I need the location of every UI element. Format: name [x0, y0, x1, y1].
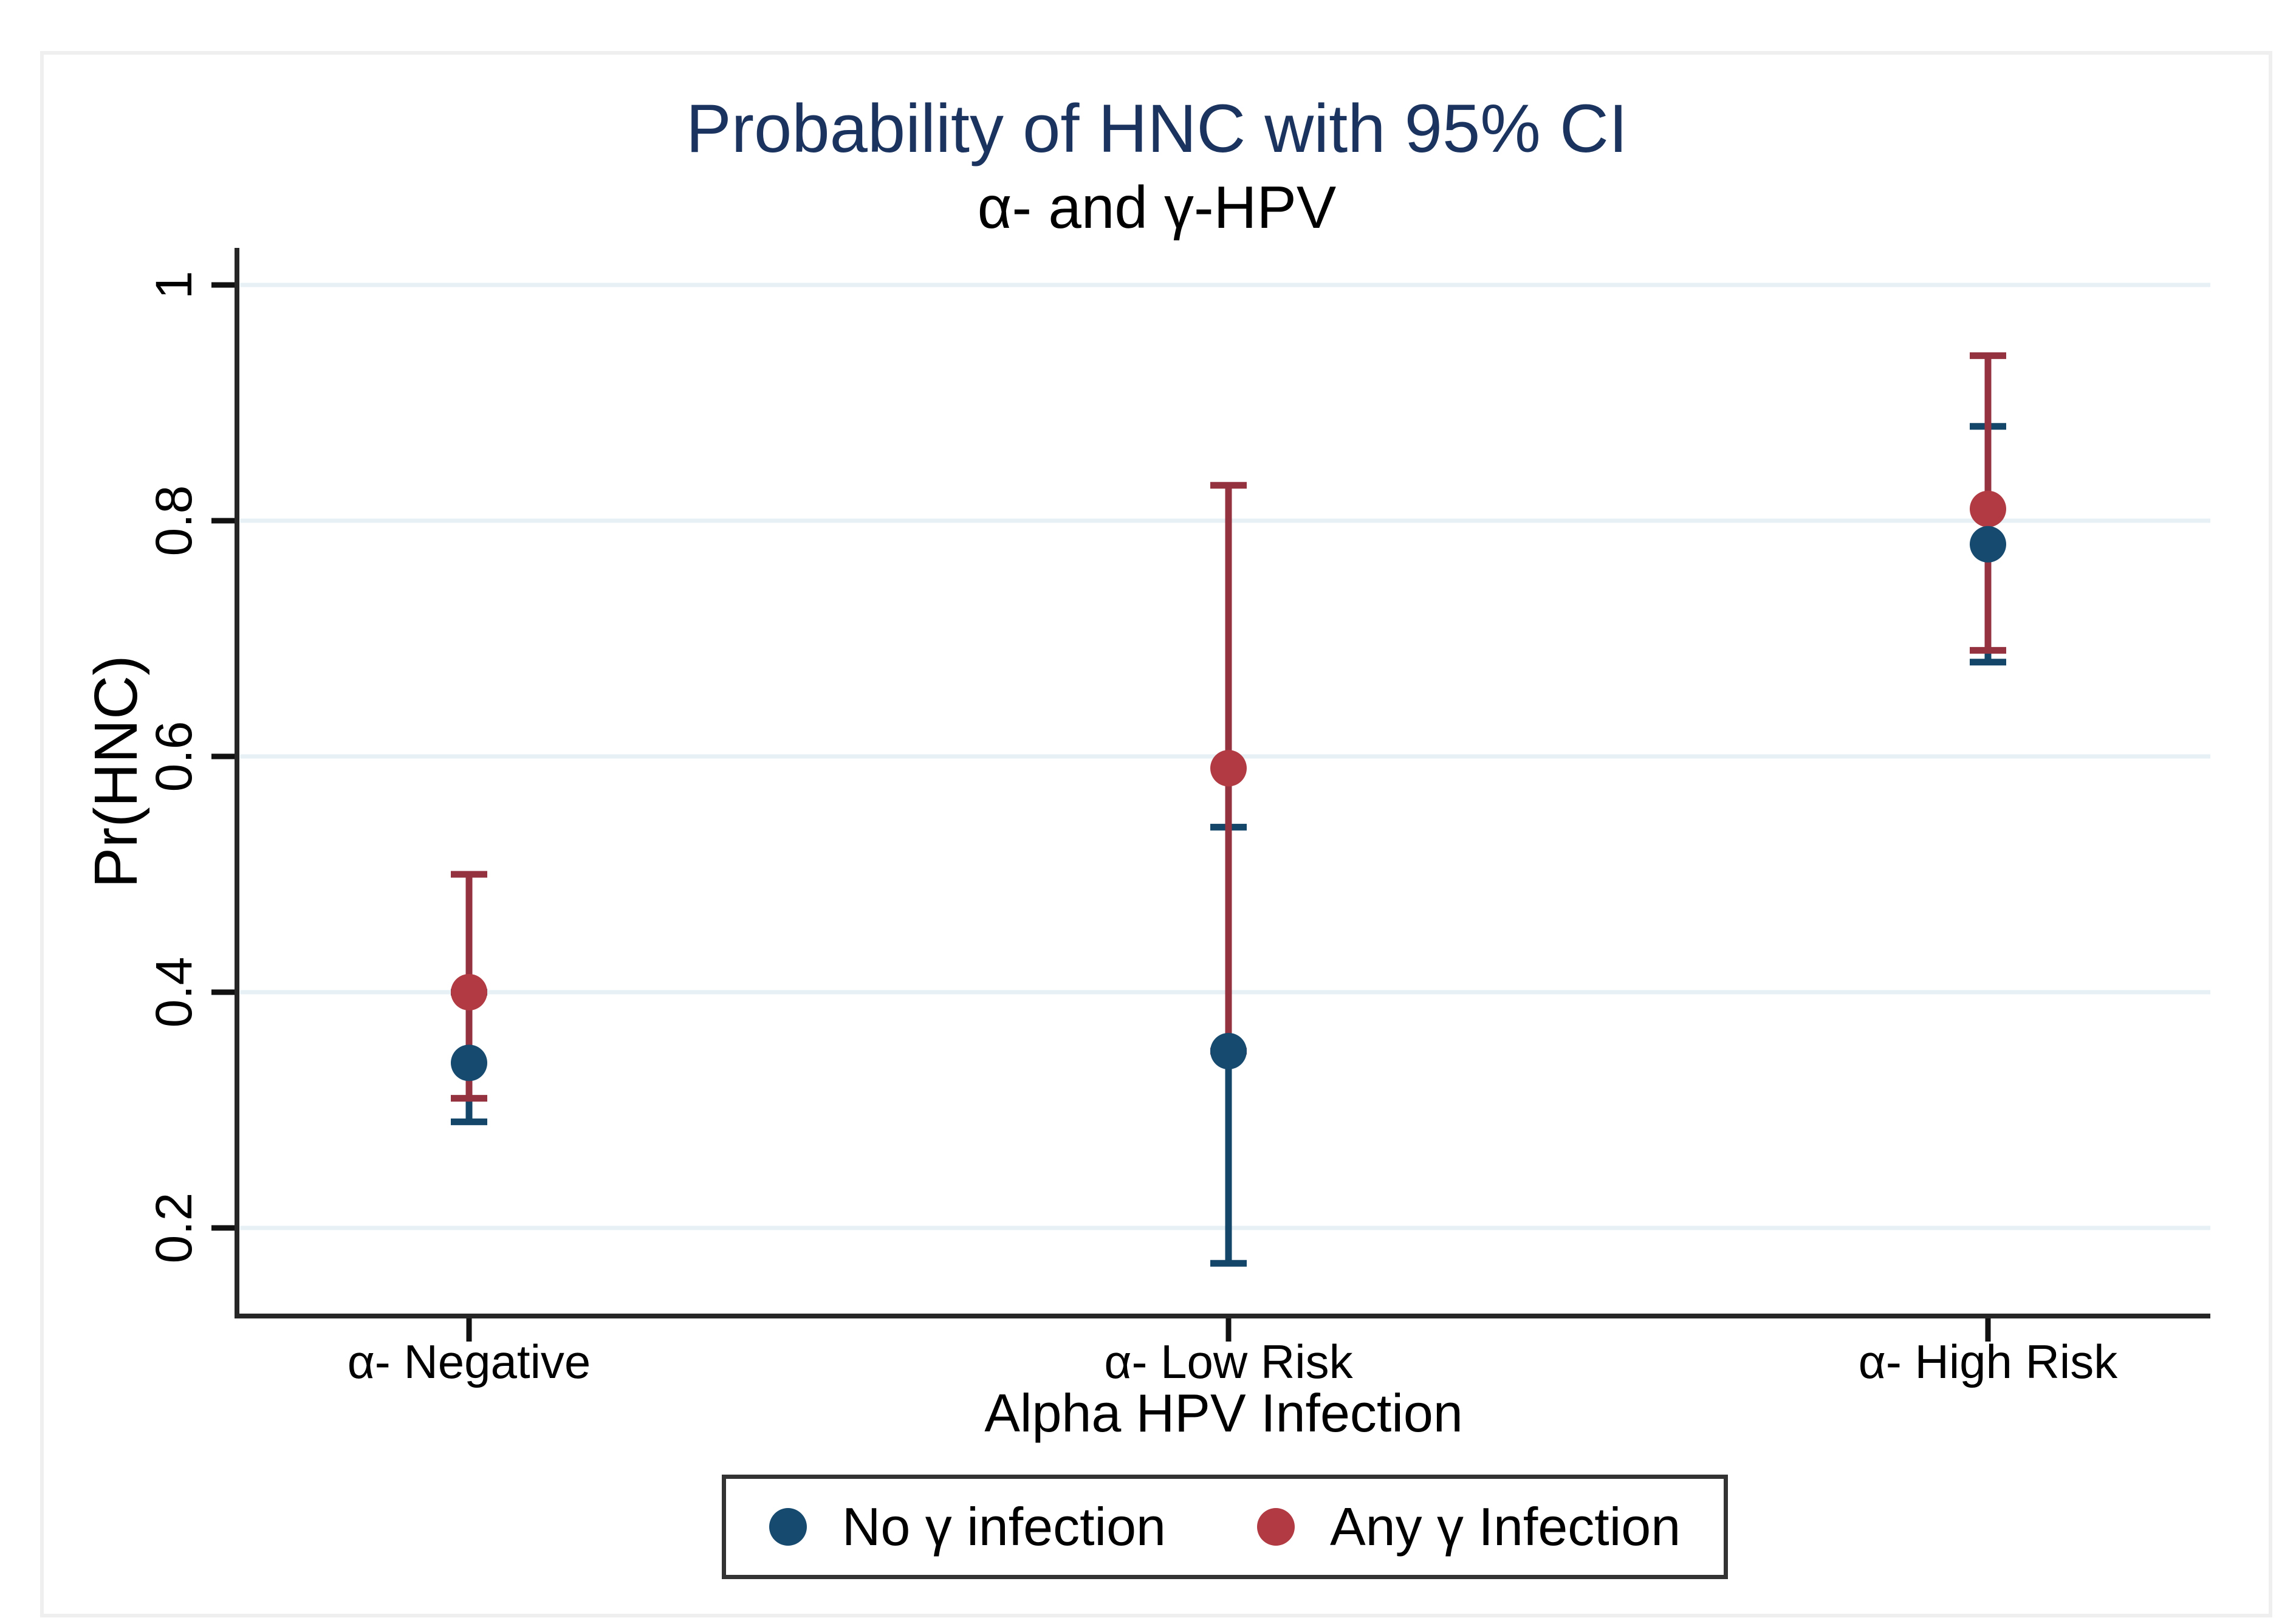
- x-tick-label: α- Low Risk: [1104, 1335, 1353, 1388]
- chart-title: Probability of HNC with 95% CI: [686, 91, 1628, 166]
- chart-subtitle: α- and γ-HPV: [977, 174, 1337, 241]
- x-tick-label: α- Negative: [348, 1335, 591, 1388]
- legend: No γ infection Any γ Infection: [722, 1475, 1728, 1579]
- y-tick-label: 0.2: [145, 1193, 202, 1264]
- data-point-marker: [1970, 526, 2006, 563]
- data-point-marker: [1970, 490, 2006, 527]
- legend-marker-any-gamma-icon: [1256, 1508, 1295, 1546]
- legend-item-no-gamma: No γ infection: [769, 1496, 1166, 1558]
- y-tick-label: 0.6: [145, 721, 202, 792]
- data-point-marker: [451, 974, 487, 1010]
- gridline-layer: 0.2 0.4 0.6 0.8 1 α- Negative α- Low Risk α- Hi…: [145, 271, 2210, 1388]
- x-tick-label: α- High Risk: [1859, 1335, 2118, 1388]
- legend-label: No γ infection: [841, 1496, 1166, 1557]
- x-axis-title: Alpha HPV Infection: [984, 1383, 1463, 1443]
- data-point-marker: [1210, 1033, 1247, 1069]
- y-tick-label: 0.4: [145, 957, 202, 1028]
- data-point-marker: [1210, 750, 1247, 787]
- y-tick-label: 0.8: [145, 485, 202, 557]
- legend-label: Any γ Infection: [1329, 1496, 1681, 1557]
- y-tick-label: 1: [145, 271, 202, 300]
- data-point-marker: [451, 1044, 487, 1082]
- figure-border: [40, 51, 2272, 1617]
- data-layer: [451, 352, 2006, 1267]
- legend-marker-no-gamma-icon: [769, 1508, 807, 1546]
- y-axis-title: Pr(HNC): [82, 655, 150, 888]
- legend-item-any-gamma: Any γ Infection: [1256, 1496, 1681, 1558]
